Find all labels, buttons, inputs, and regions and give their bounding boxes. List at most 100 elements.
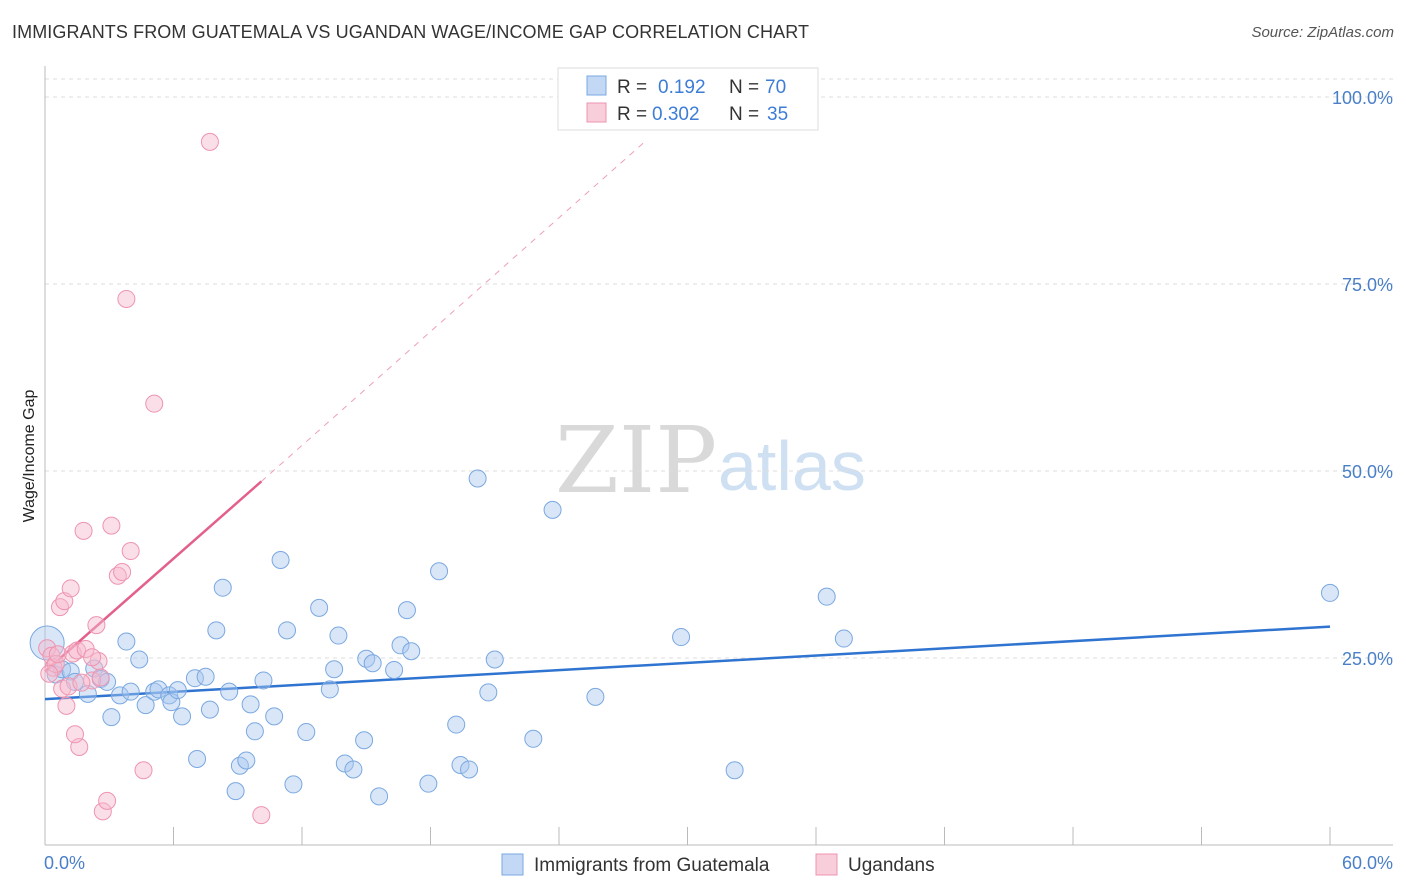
source-label: Source: ZipAtlas.com [1251,24,1394,41]
legend-n-value-ugandans: 35 [767,104,788,125]
point-guatemala-23 [196,667,215,686]
y-tick-label-1: 75.0% [1342,275,1393,295]
point-guatemala-16 [149,680,168,699]
point-ugandans-22 [102,516,121,535]
y-tick-label-2: 50.0% [1342,462,1393,482]
point-ugandans-20 [93,802,112,821]
scatter-points [29,132,1339,825]
y-tick-labels: 100.0% 75.0% 50.0% 25.0% [1332,88,1393,669]
x-tick-label-0: 0.0% [44,853,85,873]
point-guatemala-13 [130,650,149,669]
point-ugandans-4 [48,645,67,664]
point-guatemala-11 [117,632,136,651]
point-guatemala-28 [226,782,245,801]
point-guatemala-9 [102,708,121,727]
point-ugandans-30 [252,806,271,825]
point-guatemala-54 [430,562,449,581]
point-guatemala-68 [1321,583,1339,602]
point-guatemala-52 [402,642,421,661]
point-ugandans-31 [65,725,84,744]
point-ugandans-17 [87,616,106,635]
legend-swatch-ugandans [586,102,607,123]
point-guatemala-66 [817,587,836,606]
point-guatemala-45 [355,731,374,750]
point-guatemala-31 [241,695,260,714]
point-guatemala-32 [245,722,264,741]
legend-swatch-guatemala [586,75,607,96]
y-tick-label-3: 25.0% [1342,649,1393,669]
point-guatemala-12 [121,682,140,701]
point-guatemala-40 [320,680,339,699]
point-ugandans-21 [98,791,117,810]
point-guatemala-22 [188,749,207,768]
trend-extension-1 [260,141,645,482]
point-guatemala-64 [672,628,691,647]
point-guatemala-33 [254,671,273,690]
point-guatemala-51 [397,601,416,620]
point-guatemala-58 [468,469,487,488]
point-guatemala-34 [265,707,284,726]
point-guatemala-55 [447,715,466,734]
legend-r-value-ugandans: 0.302 [652,104,700,125]
legend-r-label-ugandans: R = [617,104,647,125]
y-tick-label-0: 100.0% [1332,88,1393,108]
point-guatemala-36 [278,621,297,640]
point-ugandans-34 [83,648,102,667]
point-ugandans-8 [57,696,76,715]
legend-n-value-guatemala: 70 [765,77,786,98]
point-ugandans-25 [117,289,136,308]
point-guatemala-48 [370,787,389,806]
point-guatemala-65 [725,761,744,780]
gridlines [45,78,1393,659]
point-guatemala-63 [586,687,605,706]
point-guatemala-59 [479,683,498,702]
point-guatemala-26 [213,578,232,597]
point-guatemala-39 [310,598,329,617]
point-guatemala-0 [29,625,65,661]
bottom-legend: Immigrants from Guatemala Ugandans [501,853,935,876]
point-ugandans-32 [40,664,59,683]
y-axis-label: Wage/Income Gap [21,390,38,523]
point-guatemala-47 [363,654,382,673]
bottom-legend-label-guatemala: Immigrants from Guatemala [534,855,770,876]
point-guatemala-14 [136,696,155,715]
legend-n-label-ugandans: N = [729,104,759,125]
point-ugandans-24 [113,562,132,581]
point-guatemala-60 [485,650,504,669]
point-guatemala-30 [237,751,256,770]
point-ugandans-27 [134,761,153,780]
point-guatemala-17 [160,686,179,705]
point-guatemala-61 [524,729,543,748]
point-guatemala-3 [61,662,80,681]
point-guatemala-62 [543,500,562,519]
point-guatemala-24 [200,700,219,719]
watermark-zip: ZIP [555,407,717,514]
point-guatemala-35 [271,551,290,570]
trend-line-0 [44,625,1331,701]
point-ugandans-26 [121,542,140,561]
point-guatemala-19 [168,681,187,700]
point-ugandans-28 [145,394,164,413]
point-guatemala-25 [207,621,226,640]
point-guatemala-53 [419,774,438,793]
point-guatemala-41 [325,660,344,679]
x-tick-label-1: 60.0% [1342,853,1393,873]
point-guatemala-67 [834,629,853,648]
bottom-legend-swatch-ugandans [815,853,838,876]
point-guatemala-10 [110,686,129,705]
point-guatemala-20 [173,707,192,726]
point-guatemala-27 [220,682,239,701]
point-guatemala-46 [357,649,376,668]
legend-r-label-guatemala: R = [617,77,647,98]
axes [44,66,1393,846]
trend-line-1 [44,480,263,673]
legend-n-label-guatemala: N = [729,77,759,98]
trend-lines [44,141,1331,701]
legend-r-value-guatemala: 0.192 [658,77,706,98]
point-guatemala-57 [460,760,479,779]
x-tick-labels: 0.0% 60.0% [44,853,1393,873]
point-ugandans-14 [74,521,93,540]
bottom-legend-label-ugandans: Ugandans [848,855,935,876]
point-guatemala-38 [297,723,316,742]
